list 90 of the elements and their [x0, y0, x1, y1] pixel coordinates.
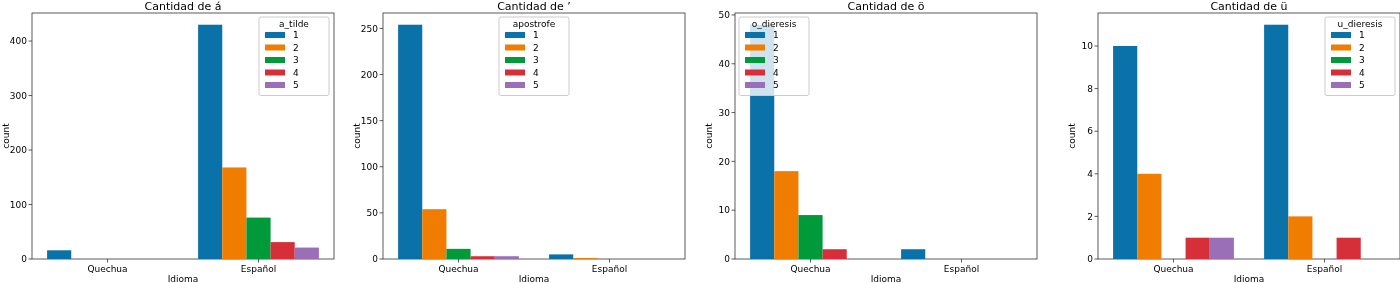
legend-label: 5 [1359, 80, 1365, 91]
bar [1209, 237, 1234, 259]
x-axis-title: Idioma [870, 274, 902, 283]
legend-label: 3 [293, 55, 299, 66]
bar [494, 256, 519, 259]
bar [398, 24, 423, 259]
y-tick-label: 20 [718, 156, 731, 167]
x-tick-label: Español [240, 264, 277, 274]
legend-label: 3 [773, 55, 779, 66]
bar [1137, 173, 1162, 259]
x-tick-label: Quechua [438, 264, 479, 274]
bar [198, 24, 223, 259]
y-tick-label: 200 [360, 69, 379, 80]
y-axis-title: count [1, 122, 11, 149]
legend-label: 3 [533, 55, 539, 66]
bar [422, 209, 447, 259]
chart-title: Cantidad de á [144, 0, 222, 13]
legend-label: 1 [533, 30, 539, 41]
bar [798, 215, 823, 259]
y-tick-label: 8 [1087, 83, 1094, 94]
y-tick-label: 4 [1087, 168, 1094, 179]
y-tick-label: 50 [366, 208, 379, 219]
y-tick-label: 100 [360, 161, 379, 172]
bar [774, 171, 799, 259]
legend-label: 2 [1359, 42, 1365, 53]
legend-label: 3 [1359, 55, 1365, 66]
legend-label: 4 [773, 67, 779, 78]
y-tick-label: 30 [718, 107, 731, 118]
y-tick-label: 400 [9, 36, 28, 47]
x-tick-label: Quechua [87, 264, 128, 274]
legend-label: 2 [533, 42, 539, 53]
legend-label: 4 [1359, 67, 1365, 78]
y-tick-label: 40 [718, 58, 731, 69]
legend-title: a_tilde [279, 19, 310, 29]
y-tick-label: 10 [1081, 41, 1094, 52]
y-tick-label: 0 [21, 254, 28, 265]
bar [294, 247, 319, 259]
y-tick-label: 50 [718, 10, 731, 21]
legend-title: apostrofe [512, 19, 556, 29]
legend-title: o_dieresis [751, 19, 797, 29]
bar [446, 248, 471, 259]
y-tick-label: 2 [1087, 211, 1093, 222]
x-tick-label: Español [1306, 264, 1343, 274]
legend-label: 1 [773, 30, 779, 41]
legend-label: 1 [293, 30, 299, 41]
bar [901, 249, 926, 259]
chart-title: Cantidad de ü [1210, 0, 1288, 13]
bar [1113, 46, 1138, 259]
x-tick-label: Quechua [1153, 264, 1194, 274]
y-tick-label: 0 [724, 254, 731, 265]
legend-label: 5 [293, 80, 299, 91]
legend-label: 1 [1359, 30, 1365, 41]
bar [1288, 216, 1313, 259]
legend-label: 2 [293, 42, 299, 53]
y-tick-label: 100 [9, 199, 28, 210]
bar [822, 249, 847, 259]
legend-label: 5 [533, 80, 539, 91]
legend-title: u_dieresis [1337, 19, 1383, 29]
x-tick-label: Quechua [790, 264, 831, 274]
x-tick-label: Español [943, 264, 980, 274]
bar [270, 242, 295, 259]
bar [1336, 237, 1361, 259]
bar [1264, 24, 1289, 259]
y-tick-label: 0 [1087, 254, 1094, 265]
y-tick-label: 300 [9, 90, 28, 101]
bar [1185, 237, 1210, 259]
y-tick-label: 200 [9, 145, 28, 156]
bar [470, 256, 495, 259]
y-tick-label: 150 [360, 115, 379, 126]
x-axis-title: Idioma [1233, 274, 1265, 283]
y-axis-title: count [704, 122, 714, 149]
legend-label: 5 [773, 80, 779, 91]
y-tick-label: 10 [718, 205, 731, 216]
x-tick-label: Español [591, 264, 628, 274]
y-axis-title: count [352, 122, 362, 149]
x-axis-title: Idioma [167, 274, 199, 283]
bar [222, 167, 247, 259]
bar [549, 254, 574, 259]
bar [246, 217, 271, 259]
legend-label: 2 [773, 42, 779, 53]
y-tick-label: 250 [360, 23, 379, 34]
legend-label: 4 [293, 67, 299, 78]
y-tick-label: 6 [1087, 126, 1094, 137]
y-axis-title: count [1067, 122, 1077, 149]
chart-title: Cantidad de ’ [497, 0, 571, 13]
bar [47, 250, 72, 259]
x-axis-title: Idioma [518, 274, 550, 283]
legend-label: 4 [533, 67, 539, 78]
y-tick-label: 0 [372, 254, 379, 265]
chart-title: Cantidad de ö [847, 0, 925, 13]
